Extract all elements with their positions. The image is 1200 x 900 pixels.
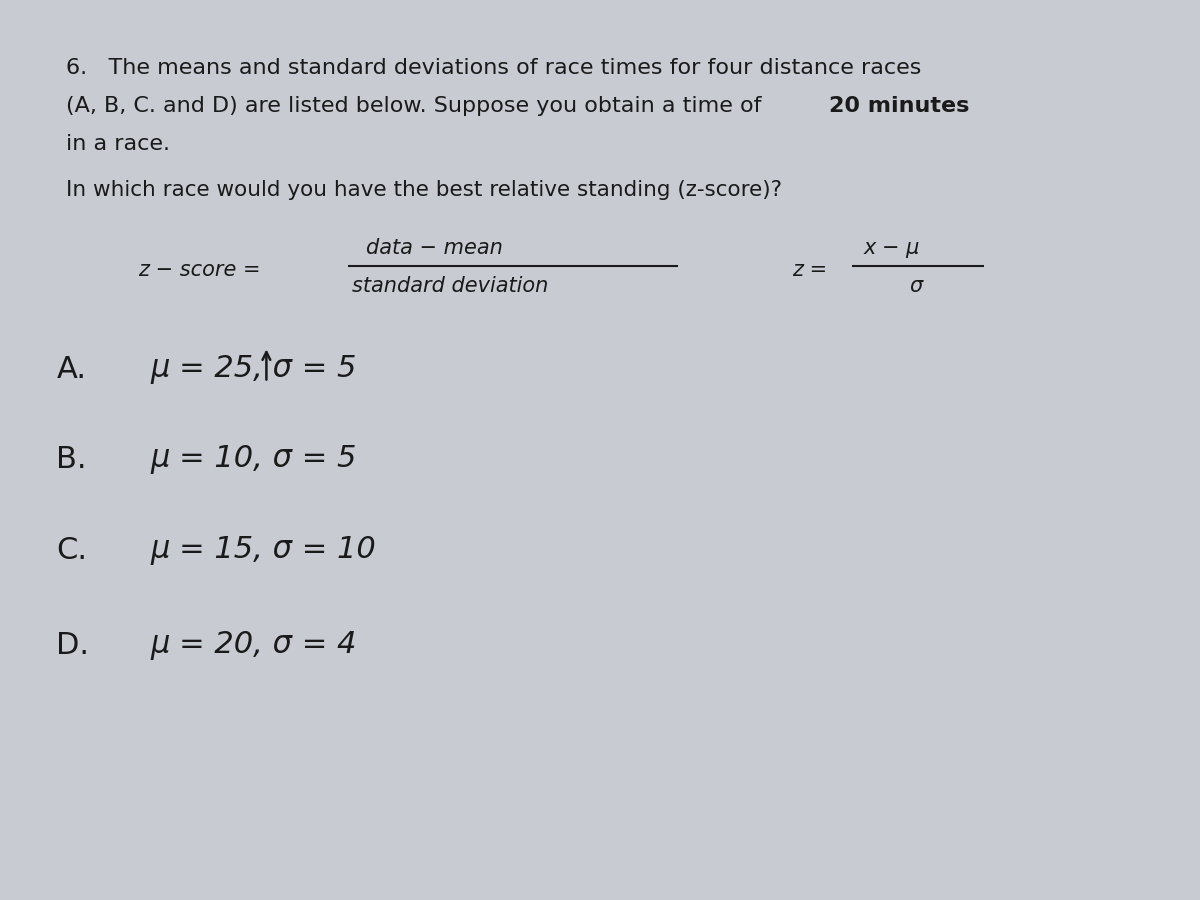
Text: μ = 10, σ = 5: μ = 10, σ = 5 [150, 445, 356, 473]
Text: x − μ: x − μ [864, 238, 920, 257]
Text: 6.   The means and standard deviations of race times for four distance races: 6. The means and standard deviations of … [66, 58, 922, 78]
Text: σ: σ [910, 276, 923, 296]
Text: 20 minutes: 20 minutes [829, 96, 970, 116]
Text: D.: D. [56, 631, 90, 660]
Text: (A, B, C. and D) are listed below. Suppose you obtain a time of: (A, B, C. and D) are listed below. Suppo… [66, 96, 769, 116]
Text: In which race would you have the best relative standing (z-score)?: In which race would you have the best re… [66, 180, 782, 200]
Text: data − mean: data − mean [366, 238, 503, 257]
Text: standard deviation: standard deviation [352, 276, 548, 296]
Text: z − score =: z − score = [138, 260, 268, 280]
Text: μ = 20, σ = 4: μ = 20, σ = 4 [150, 631, 356, 660]
Text: A.: A. [56, 355, 86, 383]
Text: in a race.: in a race. [66, 134, 170, 154]
Text: B.: B. [56, 445, 86, 473]
Text: μ = 15, σ = 10: μ = 15, σ = 10 [150, 536, 376, 565]
Text: z =: z = [792, 260, 834, 280]
Text: μ = 25, σ = 5: μ = 25, σ = 5 [150, 355, 356, 383]
Text: C.: C. [56, 536, 88, 565]
